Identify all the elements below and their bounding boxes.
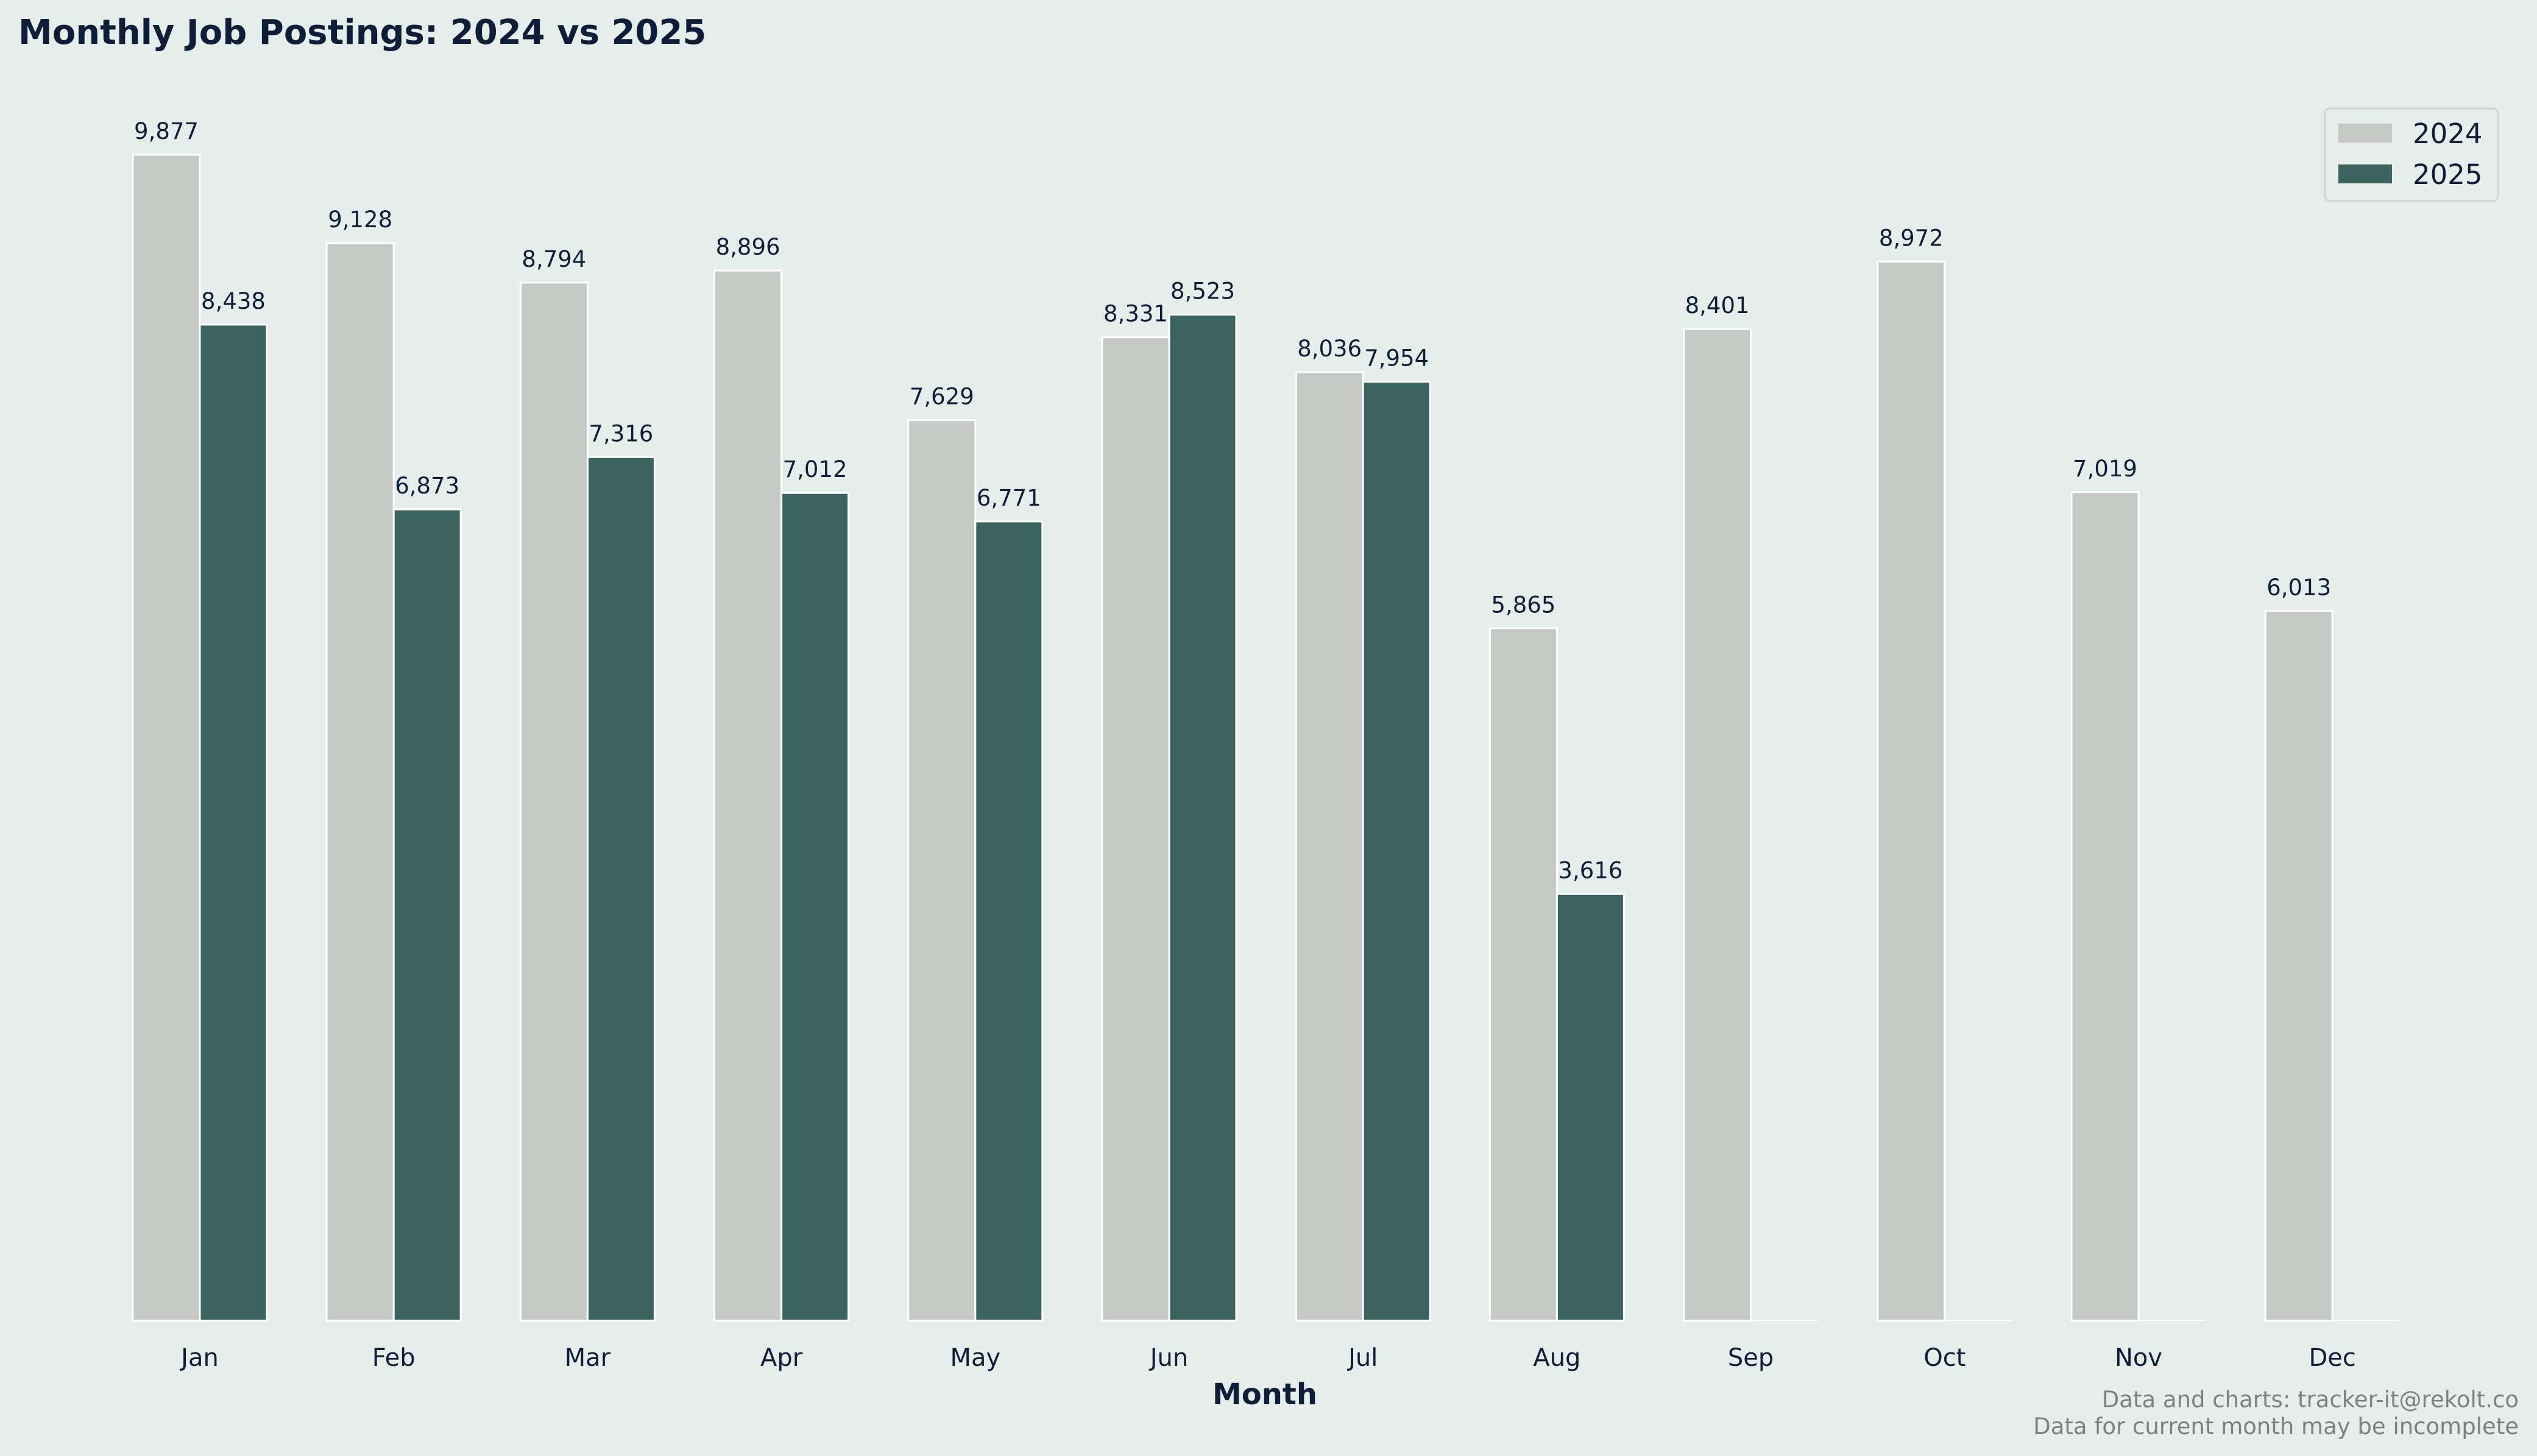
legend: 2024 2025 — [2324, 107, 2499, 202]
value-label-2025-mar: 7,316 — [589, 420, 653, 447]
legend-label-2024: 2024 — [2413, 118, 2483, 150]
bar-2025-oct — [1944, 1320, 2012, 1321]
value-label-2025-jul: 7,954 — [1364, 345, 1429, 372]
value-label-2024-jul: 8,036 — [1297, 336, 1362, 362]
x-tick-may: May — [950, 1344, 1000, 1372]
bar-2025-jan — [199, 323, 268, 1322]
value-label-2025-jan: 8,438 — [201, 288, 266, 314]
footer-credit: Data and charts: tracker-it@rekolt.co — [2102, 1387, 2519, 1413]
bar-2024-dec — [2264, 610, 2334, 1322]
value-label-2024-nov: 7,019 — [2073, 456, 2137, 482]
legend-swatch-2025 — [2338, 164, 2392, 183]
value-label-2024-feb: 9,128 — [328, 207, 392, 233]
bar-2025-mar — [586, 456, 656, 1322]
value-label-2024-oct: 8,972 — [1879, 225, 1944, 251]
bar-2025-aug — [1555, 892, 1625, 1322]
bar-2024-apr — [713, 269, 783, 1322]
value-label-2025-jun: 8,523 — [1170, 278, 1235, 304]
bar-2025-nov — [2139, 1320, 2206, 1321]
bar-2024-jan — [132, 154, 201, 1322]
x-tick-feb: Feb — [372, 1344, 416, 1372]
value-label-2024-dec: 6,013 — [2266, 574, 2331, 601]
x-axis-label: Month — [1212, 1377, 1317, 1412]
bar-2024-oct — [1877, 260, 1946, 1322]
x-tick-dec: Dec — [2309, 1344, 2355, 1372]
chart-title: Monthly Job Postings: 2024 vs 2025 — [18, 13, 706, 52]
x-tick-sep: Sep — [1728, 1344, 1774, 1372]
bar-2025-may — [974, 520, 1044, 1322]
x-tick-jun: Jun — [1148, 1344, 1189, 1372]
x-tick-apr: Apr — [760, 1344, 803, 1372]
value-label-2024-may: 7,629 — [910, 384, 974, 410]
bar-2024-nov — [2070, 491, 2140, 1322]
value-label-2024-jan: 9,877 — [134, 118, 199, 144]
bar-2024-mar — [519, 281, 589, 1322]
x-tick-oct: Oct — [1923, 1344, 1966, 1372]
x-tick-jan: Jan — [179, 1344, 219, 1372]
value-label-2024-sep: 8,401 — [1685, 292, 1750, 319]
bar-2024-feb — [325, 242, 395, 1322]
x-tick-aug: Aug — [1533, 1344, 1580, 1372]
value-label-2024-aug: 5,865 — [1491, 592, 1555, 618]
legend-swatch-2024 — [2338, 124, 2392, 143]
bar-2025-sep — [1750, 1320, 1818, 1321]
bar-2024-jun — [1101, 336, 1170, 1322]
bar-2025-jun — [1168, 313, 1237, 1322]
value-label-2024-mar: 8,794 — [522, 246, 586, 272]
value-label-2025-feb: 6,873 — [395, 473, 459, 499]
value-label-2025-aug: 3,616 — [1558, 857, 1622, 883]
value-label-2025-may: 6,771 — [977, 485, 1041, 511]
value-label-2024-apr: 8,896 — [716, 234, 780, 260]
legend-label-2025: 2025 — [2413, 158, 2483, 191]
bar-2024-jul — [1295, 371, 1364, 1322]
x-tick-mar: Mar — [565, 1344, 611, 1372]
x-tick-labels: Jan Feb Mar Apr May Jun Jul Aug Sep Oct Nov Dec — [179, 1344, 2356, 1372]
value-labels-layer: 9,877 8,438 9,128 6,873 8,794 7,316 8,896 7,012… — [134, 118, 2331, 883]
value-label-2025-apr: 7,012 — [783, 456, 847, 482]
bar-2025-apr — [780, 492, 850, 1322]
bar-2024-sep — [1683, 328, 1752, 1322]
bar-2025-feb — [392, 508, 462, 1322]
bar-2024-aug — [1488, 627, 1558, 1322]
footer-note: Data for current month may be incomplete — [2033, 1413, 2519, 1440]
x-tick-jul: Jul — [1346, 1344, 1378, 1372]
value-label-2024-jun: 8,331 — [1103, 301, 1168, 327]
bars-layer — [132, 154, 2400, 1322]
bar-2024-may — [907, 419, 977, 1322]
bar-2025-dec — [2332, 1320, 2400, 1321]
bar-2025-jul — [1362, 381, 1431, 1322]
x-tick-nov: Nov — [2115, 1344, 2162, 1372]
